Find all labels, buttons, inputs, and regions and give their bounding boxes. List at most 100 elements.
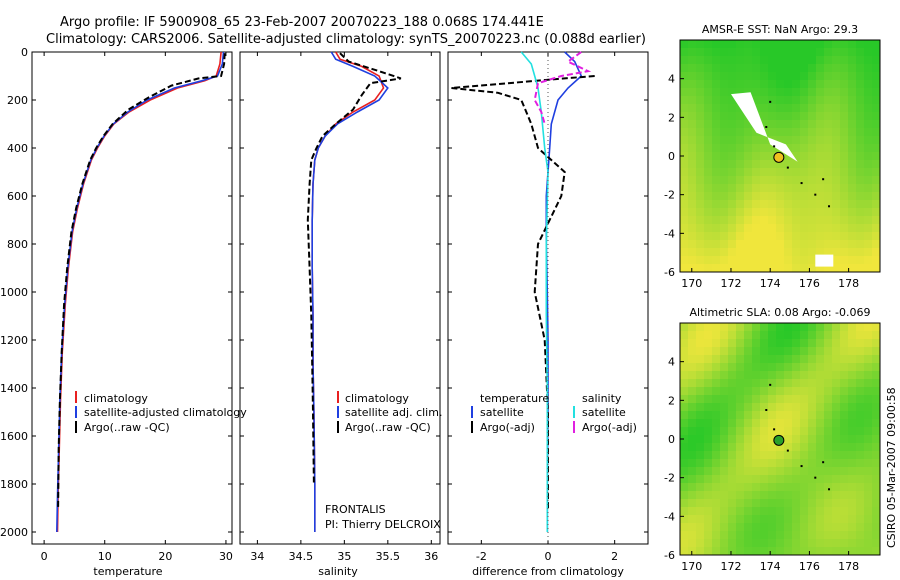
map-cell <box>864 56 872 64</box>
map-cell <box>824 120 832 128</box>
map-cell <box>680 184 688 192</box>
y-tick-label: 0 <box>668 433 675 446</box>
map-cell <box>744 160 752 168</box>
map-cell <box>832 160 840 168</box>
map-cell <box>792 176 800 184</box>
map-cell <box>680 232 688 240</box>
map-cell <box>864 192 872 200</box>
float-name: FRONTALIS <box>325 503 386 516</box>
map-cell <box>856 339 864 347</box>
map-cell <box>720 475 728 483</box>
map-cell <box>768 128 776 136</box>
map-cell <box>680 419 688 427</box>
map-cell <box>864 104 872 112</box>
map-cell <box>680 264 688 272</box>
series-line <box>545 51 583 532</box>
map-cell <box>776 248 784 256</box>
map-cell <box>768 200 776 208</box>
map-cell <box>864 168 872 176</box>
map-cell <box>792 363 800 371</box>
map-cell <box>856 395 864 403</box>
map-cell <box>792 339 800 347</box>
map-cell <box>704 355 712 363</box>
map-cell <box>736 56 744 64</box>
map-cell <box>816 379 824 387</box>
salinity-xlabel: salinity <box>318 565 358 578</box>
map-cell <box>872 256 880 264</box>
map-cell <box>848 160 856 168</box>
map-cell <box>776 168 784 176</box>
map-cell <box>784 160 792 168</box>
series-line <box>311 51 389 532</box>
map-cell <box>760 248 768 256</box>
map-cell <box>688 403 696 411</box>
map-cell <box>784 176 792 184</box>
map-cell <box>728 40 736 48</box>
map-cell <box>832 443 840 451</box>
map-cell <box>848 48 856 56</box>
difference-panel: -2 0 2 <box>448 51 648 563</box>
map-cell <box>808 72 816 80</box>
map-cell <box>752 547 760 555</box>
island-dot <box>828 488 831 491</box>
map-cell <box>816 208 824 216</box>
map-cell <box>744 208 752 216</box>
map-cell <box>872 403 880 411</box>
map-cell <box>760 459 768 467</box>
map-cell <box>696 435 704 443</box>
map-cell <box>784 208 792 216</box>
map-cell <box>784 547 792 555</box>
map-cell <box>720 379 728 387</box>
map-cell <box>792 387 800 395</box>
map-cell <box>744 168 752 176</box>
salinity-panel: 34 34.5 35 35.5 36 <box>240 51 440 563</box>
map-cell <box>744 256 752 264</box>
map-cell <box>752 184 760 192</box>
map-cell <box>720 547 728 555</box>
map-cell <box>848 355 856 363</box>
map-cell <box>712 264 720 272</box>
map-cell <box>768 208 776 216</box>
map-cell <box>744 467 752 475</box>
map-cell <box>808 208 816 216</box>
map-cell <box>792 88 800 96</box>
y-tick-label: -6 <box>664 549 675 562</box>
map-cell <box>736 531 744 539</box>
map-cell <box>696 531 704 539</box>
map-cell <box>784 224 792 232</box>
series-line <box>57 53 226 509</box>
map-cell <box>784 216 792 224</box>
map-cell <box>752 248 760 256</box>
map-cell <box>768 395 776 403</box>
map-cell <box>840 523 848 531</box>
map-cell <box>872 264 880 272</box>
map-cell <box>800 427 808 435</box>
map-cell <box>784 443 792 451</box>
map-cell <box>792 547 800 555</box>
map-cell <box>848 192 856 200</box>
island-dot <box>786 166 789 169</box>
map-cell <box>840 256 848 264</box>
map-cell <box>776 184 784 192</box>
map-cell <box>840 200 848 208</box>
y-tick-label: 4 <box>668 356 675 369</box>
map-cell <box>712 435 720 443</box>
map-cell <box>832 184 840 192</box>
map-cell <box>768 224 776 232</box>
map-cell <box>776 515 784 523</box>
map-cell <box>824 467 832 475</box>
map-cell <box>848 379 856 387</box>
map-cell <box>792 264 800 272</box>
map-cell <box>848 427 856 435</box>
map-cell <box>784 152 792 160</box>
map-cell <box>728 152 736 160</box>
map-cell <box>856 216 864 224</box>
map-cell <box>800 331 808 339</box>
map-cell <box>712 120 720 128</box>
map-cell <box>712 411 720 419</box>
map-cell <box>744 48 752 56</box>
map-cell <box>712 136 720 144</box>
map-cell <box>760 467 768 475</box>
map-cell <box>768 403 776 411</box>
map-cell <box>792 144 800 152</box>
